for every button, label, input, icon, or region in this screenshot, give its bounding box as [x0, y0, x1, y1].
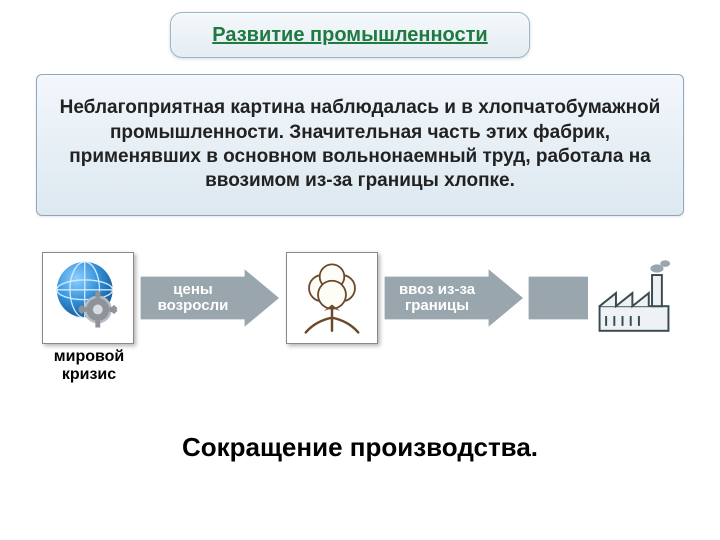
flow-row: мировой кризис цены возросли — [36, 248, 684, 388]
arrow-prices-label: цены возросли — [140, 268, 250, 328]
conclusion-text: Сокращение производства. — [0, 432, 720, 463]
info-box: Неблагоприятная картина наблюдалась и в … — [36, 74, 684, 216]
node-globe-caption: мировой кризис — [34, 348, 144, 383]
info-text: Неблагоприятная картина наблюдалась и в … — [53, 96, 667, 193]
node-factory — [588, 252, 680, 344]
arrow-import-label: ввоз из-за границы — [384, 268, 494, 328]
node-globe — [42, 252, 134, 344]
title-pill: Развитие промышленности — [170, 12, 530, 58]
node-cotton — [286, 252, 378, 344]
page-title: Развитие промышленности — [212, 24, 487, 47]
arrow-import: ввоз из-за границы — [384, 268, 524, 328]
cotton-icon — [291, 257, 373, 339]
arrow-prices: цены возросли — [140, 268, 280, 328]
globe-gear-icon — [47, 257, 129, 339]
factory-icon — [593, 257, 675, 339]
